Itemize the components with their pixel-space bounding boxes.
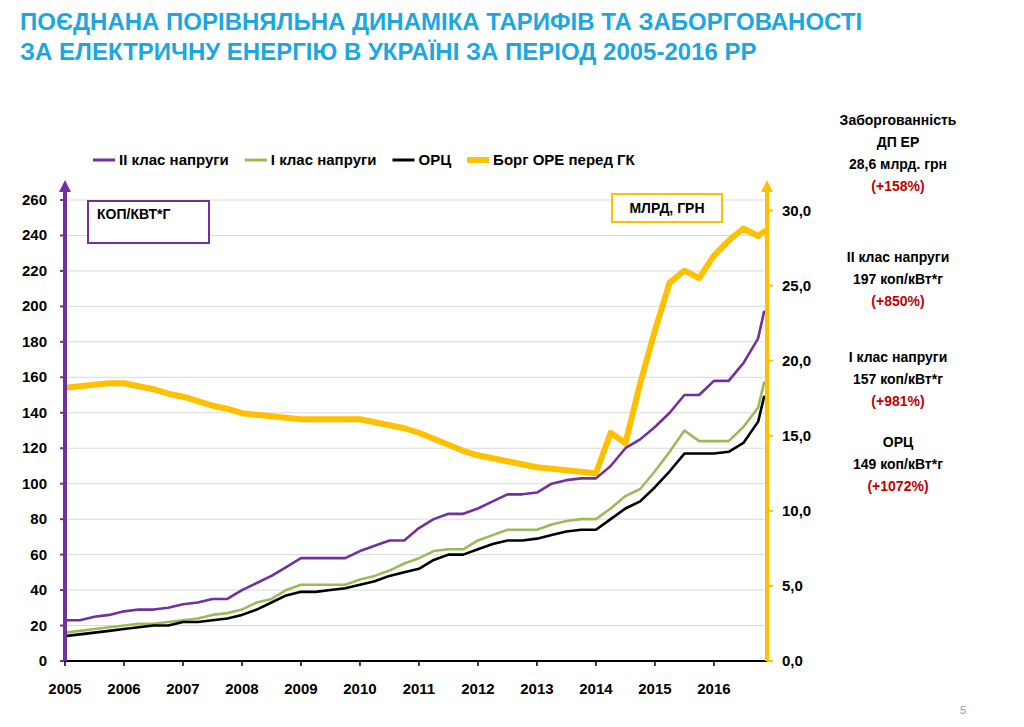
grid-line [65, 448, 767, 449]
y2-tick-label: 30,0 [782, 202, 811, 219]
y-tick-label: 120 [22, 439, 47, 456]
x-tick-label: 2006 [107, 680, 140, 697]
title-line: ПОЄДНАНА ПОРІВНЯЛЬНА ДИНАМІКА ТАРИФІВ ТА… [20, 8, 862, 35]
annotation-line: ДП ЕР [877, 134, 920, 150]
annotation-change: (+158%) [871, 178, 924, 194]
annotation-line: 157 коп/кВт*г [853, 371, 943, 387]
y2-tick-label: 25,0 [782, 277, 811, 294]
annotation-line: 149 коп/кВт*г [853, 456, 943, 472]
y-tick-label: 180 [22, 333, 47, 350]
legend-label: II клас напруги [119, 151, 229, 168]
y-tick-label: 40 [30, 581, 47, 598]
y-tick-label: 20 [30, 617, 47, 634]
y-tick-label: 140 [22, 404, 47, 421]
y-tick-label: 260 [22, 191, 47, 208]
legend-label: ОРЦ [418, 151, 451, 168]
x-tick-label: 2012 [461, 680, 494, 697]
y-axis-arrow [59, 180, 71, 192]
x-tick-label: 2009 [284, 680, 317, 697]
y-axis-label: КОП/КВТ*Г [97, 206, 171, 222]
chart: ПОЄДНАНА ПОРІВНЯЛЬНА ДИНАМІКА ТАРИФІВ ТА… [0, 0, 1024, 727]
y-tick-label: 200 [22, 297, 47, 314]
y-tick-label: 80 [30, 510, 47, 527]
legend-label: Борг ОРЕ перед ГК [493, 151, 635, 168]
annotation-change: (+1072%) [867, 478, 928, 494]
x-tick-label: 2005 [48, 680, 81, 697]
legend-key [245, 159, 267, 162]
x-tick-label: 2010 [343, 680, 376, 697]
x-tick-label: 2011 [403, 680, 436, 697]
series-line [65, 229, 764, 474]
x-tick-label: 2014 [579, 680, 613, 697]
y2-tick-label: 20,0 [782, 352, 811, 369]
legend-key [392, 159, 414, 162]
y2-unit-box [612, 194, 722, 222]
y-tick-label: 100 [22, 475, 47, 492]
annotation-line: ОРЦ [883, 434, 914, 450]
grid-line [65, 377, 767, 378]
y2-axis-arrow [761, 180, 773, 192]
y-unit-box [88, 201, 209, 243]
y2-tick-label: 15,0 [782, 427, 811, 444]
y-axis [63, 188, 67, 661]
y-tick-label: 240 [22, 226, 47, 243]
y2-tick-label: 0,0 [782, 652, 803, 669]
y-tick-label: 60 [30, 546, 47, 563]
grid-line [65, 412, 767, 413]
annotation-change: (+981%) [871, 393, 924, 409]
series-line [65, 383, 764, 633]
title-line: ЗА ЕЛЕКТРИЧНУ ЕНЕРГІЮ В УКРАЇНІ ЗА ПЕРІО… [20, 38, 757, 65]
annotation-line: II клас напруги [847, 249, 950, 265]
title: ПОЄДНАНА ПОРІВНЯЛЬНА ДИНАМІКА ТАРИФІВ ТА… [20, 8, 862, 65]
annotation-line: Заборгованність [840, 112, 957, 128]
plot-area [65, 229, 764, 637]
annotation-line: I клас напруги [849, 349, 948, 365]
annotation-line: 197 коп/кВт*г [853, 271, 943, 287]
legend-label: I клас напруги [271, 151, 377, 168]
grid-line [65, 661, 767, 662]
page-number: 5 [960, 704, 966, 716]
annotation-change: (+850%) [871, 293, 924, 309]
x-tick-label: 2015 [638, 680, 671, 697]
x-tick-label: 2007 [166, 680, 199, 697]
x-tick-label: 2016 [697, 680, 730, 697]
y-tick-label: 0 [39, 652, 47, 669]
grid-line [65, 590, 767, 591]
grid-line [65, 554, 767, 555]
legend-key [467, 157, 489, 163]
y2-axis-label: МЛРД, ГРН [629, 200, 704, 216]
x-tick-label: 2013 [520, 680, 553, 697]
y2-tick-label: 10,0 [782, 502, 811, 519]
y-tick-label: 220 [22, 262, 47, 279]
y2-axis [765, 188, 769, 661]
series-line [65, 397, 764, 636]
grid-line [65, 519, 767, 520]
x-axis [65, 660, 767, 662]
y2-tick-label: 5,0 [782, 577, 803, 594]
grid-line [65, 341, 767, 342]
grid-line [65, 483, 767, 484]
x-tick-label: 2008 [225, 680, 258, 697]
annotation-line: 28,6 млрд. грн [849, 156, 947, 172]
grid-line [65, 270, 767, 271]
legend-key [93, 159, 115, 162]
y-tick-label: 160 [22, 368, 47, 385]
